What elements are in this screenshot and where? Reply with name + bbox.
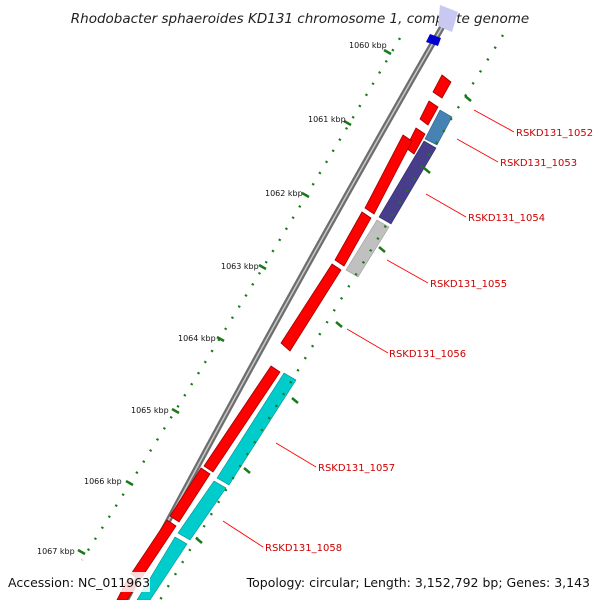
inner-dot-ring [158,34,505,600]
accession-text: Accession: NC_011963 [8,575,150,590]
gene-leader-lines [222,109,515,548]
tick-label: 1066 kbp [84,477,122,486]
tick-label: 1067 kbp [37,547,75,556]
gene-label[interactable]: RSKD131_1056 [389,349,466,360]
gene-labels: RSKD131_1052 RSKD131_1053 RSKD131_1054 R… [265,128,593,554]
kbp-labels: 1060 kbp 1061 kbp 1062 kbp 1063 kbp 1064… [37,41,387,556]
inner-dashes [195,95,472,544]
tick-label: 1064 kbp [178,334,216,343]
kbp-ticks [77,48,392,556]
tick-label: 1062 kbp [265,189,303,198]
tick-label: 1063 kbp [221,262,259,271]
gene-label[interactable]: RSKD131_1052 [516,128,593,139]
gene-label[interactable]: RSKD131_1058 [265,543,342,554]
tick-label: 1060 kbp [349,41,387,50]
topology-text: Topology: circular; Length: 3,152,792 bp… [246,575,590,590]
tick-label: 1065 kbp [131,406,169,415]
tick-label: 1061 kbp [308,115,346,124]
reverse-cds-lane [136,109,453,600]
gene-label[interactable]: RSKD131_1054 [468,213,545,224]
gene-label[interactable]: RSKD131_1053 [500,158,577,169]
top-feature [426,5,458,46]
gene-label[interactable]: RSKD131_1055 [430,279,507,290]
forward-cds-lane [116,74,452,600]
map-title: Rhodobacter sphaeroides KD131 chromosome… [71,11,529,27]
gene-label[interactable]: RSKD131_1057 [318,463,395,474]
